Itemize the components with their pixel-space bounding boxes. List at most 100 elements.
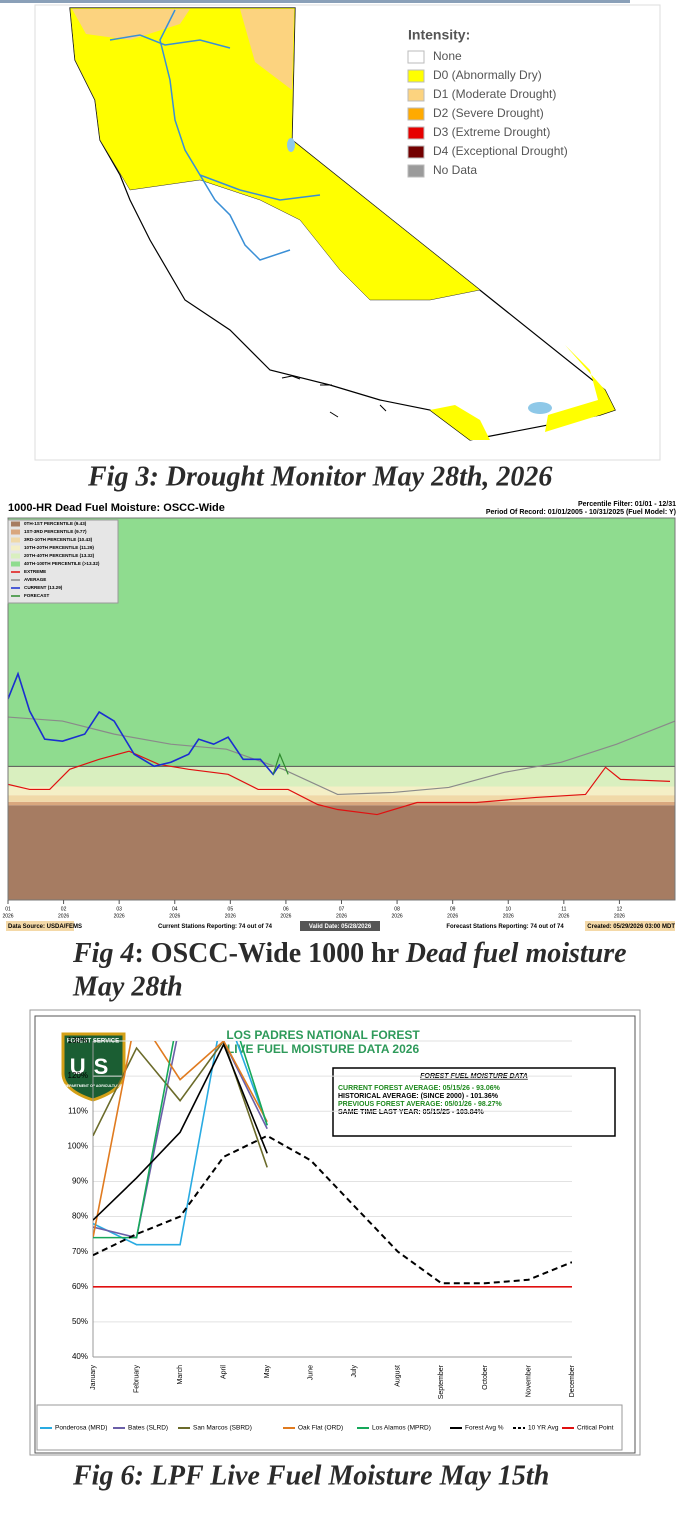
legend-label: D2 (Severe Drought) (433, 106, 544, 120)
caption-part: : OSCC-Wide 1000 hr (134, 938, 405, 969)
x-tick-year: 2026 (503, 913, 514, 919)
x-tick-year: 2026 (114, 913, 125, 919)
x-tick-year: 2026 (447, 913, 458, 919)
series-line (8, 750, 671, 816)
legend-swatch (407, 88, 425, 102)
x-tick-label: March (177, 1365, 184, 1385)
legend-label: Oak Flat (ORD) (298, 1425, 343, 1432)
map-legend: None D0 (Abnormally Dry) D1 (Moderate Drou… (407, 49, 568, 178)
legend-swatch (11, 521, 20, 527)
y-tick-label: 80% (72, 1212, 88, 1221)
x-tick-label: January (90, 1365, 97, 1390)
footer-text: Current Stations Reporting: 74 out of 74 (158, 924, 273, 930)
lake (287, 138, 295, 152)
percentile-band (8, 766, 675, 787)
x-tick-year: 2026 (336, 913, 347, 919)
series-line (93, 1042, 268, 1221)
legend-label: None (433, 49, 462, 63)
series-line (93, 1041, 268, 1168)
legend-label: D1 (Moderate Drought) (433, 87, 556, 101)
legend-swatch (11, 545, 20, 551)
series-line (272, 752, 289, 775)
y-tick-label: 110% (68, 1106, 88, 1115)
info-line: PREVIOUS FOREST AVERAGE: 05/01/26 - 98.2… (338, 1101, 503, 1108)
legend-swatch (407, 69, 425, 83)
legend-label: AVERAGE (24, 577, 46, 582)
d0-north (69, 7, 481, 301)
d1-nw (72, 9, 190, 40)
x-tick-label: June (308, 1365, 315, 1380)
legend-label: Los Alamos (MPRD) (372, 1425, 431, 1432)
x-tick-label: May (264, 1365, 271, 1379)
x-tick-label: August (395, 1365, 402, 1387)
legend-label: 40TH-100TH PERCENTILE (>13.32) (24, 561, 100, 566)
footer-text: Valid Date: 05/28/2026 (309, 924, 372, 930)
islands (281, 375, 387, 418)
plot (8, 518, 675, 900)
footer-text: Data Source: USDA/FEMS (8, 924, 82, 930)
x-tick-label: April (220, 1365, 227, 1379)
footer-bg (585, 921, 675, 931)
x-tick-label: 10 (505, 906, 511, 912)
fuel-moisture-chart: 1000-HR Dead Fuel Moisture: OSCC-Wide Per… (0, 497, 680, 933)
legend-label: Ponderosa (MRD) (55, 1425, 107, 1432)
river (109, 34, 231, 49)
y-tick-label: 70% (72, 1247, 88, 1256)
x-tick-year: 2026 (558, 913, 569, 919)
x-tick-year: 2026 (169, 913, 180, 919)
percentile-band (8, 801, 675, 806)
y-tick-label: 60% (72, 1282, 88, 1291)
series-line (8, 716, 675, 796)
caption: Fig 4: OSCC-Wide 1000 hr Dead fuel moist… (72, 938, 627, 969)
legend-label: No Data (433, 163, 477, 177)
x-tick-year: 2026 (614, 913, 625, 919)
x-tick-year: 2026 (392, 913, 403, 919)
x-tick-label: 09 (450, 906, 456, 912)
x-tick-year: 2026 (225, 913, 236, 919)
legend-swatch (11, 561, 20, 567)
legend-label: FORECAST (24, 593, 49, 598)
chart-inner (34, 1015, 636, 1454)
chart-subtitle: Percentile Filter: 01/01 - 12/31 (578, 501, 676, 508)
x-tick-label: 12 (617, 906, 623, 912)
x-tick-label: September (438, 1364, 445, 1399)
y-tick-label: 40% (72, 1352, 88, 1361)
x-tick-label: 11 (561, 906, 566, 912)
x-tick-label: 05 (228, 906, 234, 912)
legend-title: Intensity: (408, 27, 470, 43)
percentile-band (8, 786, 675, 796)
legend-label: Critical Point (577, 1425, 614, 1432)
legend-label: 10TH-20TH PERCENTILE (11.29) (24, 545, 94, 550)
legend-swatch (407, 164, 425, 178)
d0-south (545, 345, 615, 432)
legend-label: EXTREME (24, 569, 46, 574)
x-tick-year: 2026 (2, 913, 13, 919)
percentile-band (8, 805, 675, 900)
x-tick-label: December (569, 1364, 576, 1397)
x-tick-label: 06 (283, 906, 289, 912)
x-tick-label: February (133, 1365, 140, 1394)
lake (528, 402, 552, 414)
caption: Fig 3: Drought Monitor May 28th, 2026 (87, 461, 552, 492)
series-line (93, 1041, 268, 1238)
legend-label: 10 YR Avg (528, 1425, 559, 1432)
percentile-band (8, 795, 675, 802)
legend-label: 3RD-10TH PERCENTILE (10.43) (24, 537, 93, 542)
y-tick-label: 130% (68, 1036, 88, 1045)
y-tick-label: 50% (72, 1317, 88, 1326)
d1-ne (240, 9, 294, 90)
x-tick-label: 01 (5, 906, 11, 912)
info-line: SAME TIME LAST YEAR: 05/15/25 - 103.84% (338, 1109, 485, 1116)
chart-subtitle: Period Of Record: 01/01/2005 - 10/31/202… (486, 509, 676, 516)
info-box (332, 1067, 616, 1137)
d0-coast (430, 405, 490, 440)
y-tick-label: 90% (72, 1177, 88, 1186)
footer-text: Created: 05/29/2026 03:00 MDT (587, 924, 675, 930)
legend-label: CURRENT (13.29) (24, 585, 63, 590)
x-tick-label: 03 (116, 906, 122, 912)
y-tick-label: 120% (68, 1071, 88, 1080)
series-line (93, 1041, 268, 1239)
chart-title: LIVE FUEL MOISTURE DATA 2026 (227, 1042, 420, 1056)
